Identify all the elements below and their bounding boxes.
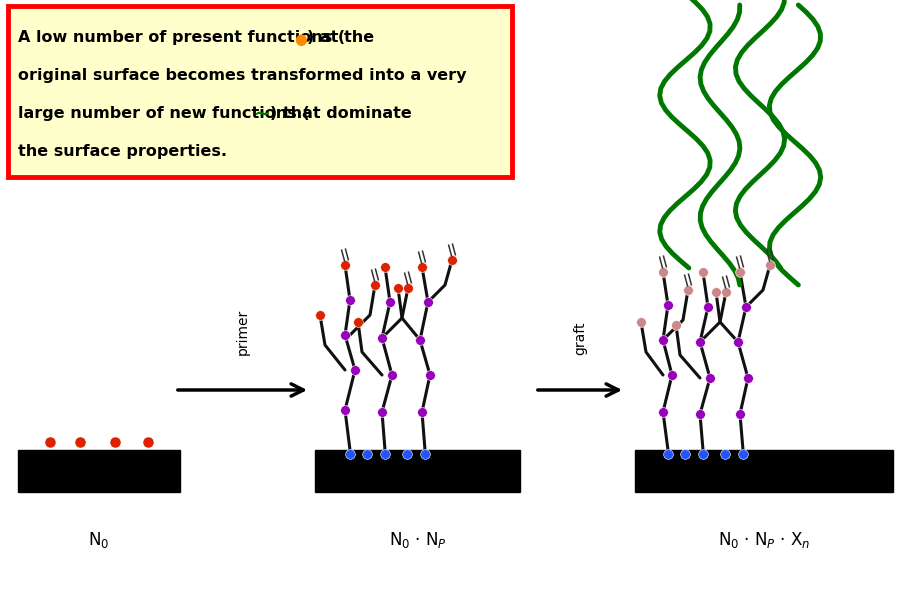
Text: primer: primer (236, 309, 250, 355)
Text: N$_0$: N$_0$ (88, 530, 110, 550)
Text: ) that dominate: ) that dominate (270, 106, 411, 121)
Text: ) at the: ) at the (307, 30, 374, 45)
Text: N$_0$ · N$_P$: N$_0$ · N$_P$ (389, 530, 447, 550)
Text: large number of new functions (: large number of new functions ( (18, 106, 310, 121)
FancyBboxPatch shape (8, 6, 512, 177)
Bar (315, 450, 520, 492)
Text: A low number of present functions (: A low number of present functions ( (18, 30, 345, 45)
Text: ●: ● (294, 32, 307, 47)
Text: N$_0$ · N$_P$ · X$_n$: N$_0$ · N$_P$ · X$_n$ (717, 530, 810, 550)
Bar (18, 450, 180, 492)
Text: ∼: ∼ (254, 105, 271, 124)
Text: graft: graft (573, 322, 587, 355)
Text: the surface properties.: the surface properties. (18, 144, 227, 159)
Text: original surface becomes transformed into a very: original surface becomes transformed int… (18, 68, 467, 83)
Bar (635, 450, 893, 492)
